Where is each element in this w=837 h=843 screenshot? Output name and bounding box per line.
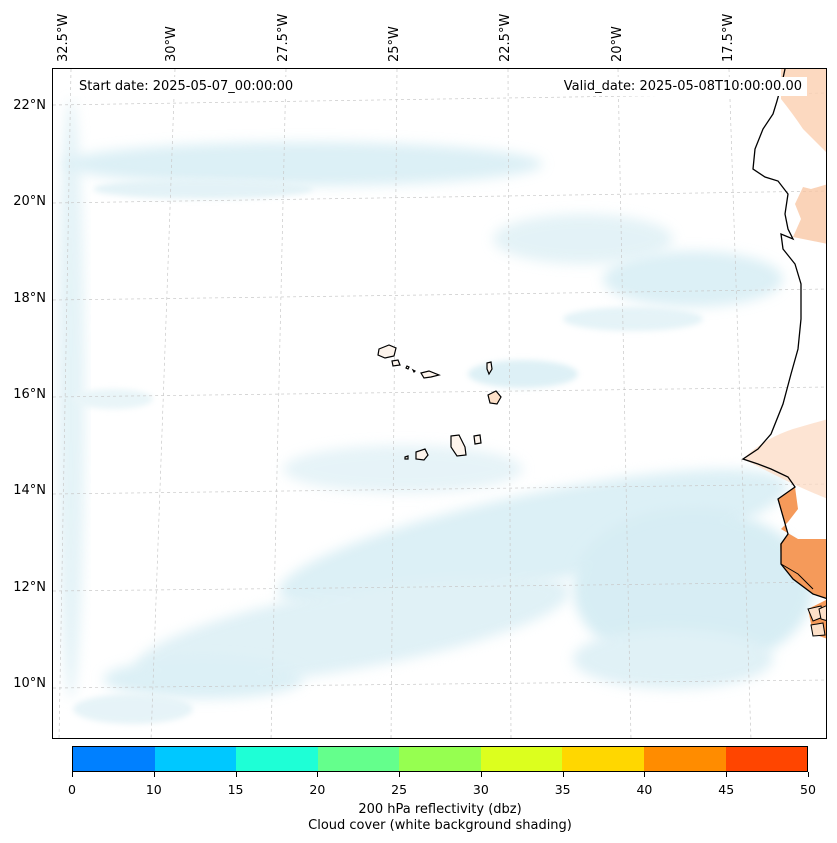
longitude-label: 32.5°W [56, 13, 71, 62]
colorbar-tick [153, 772, 155, 777]
latitude-label: 12°N [13, 580, 46, 595]
colorbar-segment [562, 747, 644, 771]
cape-verde-islands [377, 344, 502, 461]
valid-date-label: Valid_date: 2025-05-08T10:00:00.00 [559, 78, 806, 95]
colorbar-tick-label: 40 [636, 782, 653, 797]
map-canvas [53, 69, 826, 738]
colorbar-tick [562, 772, 564, 777]
colorbar-segment [399, 747, 481, 771]
colorbar-tick-label: 50 [800, 782, 816, 797]
colorbar-sublabel: Cloud cover (white background shading) [308, 818, 572, 833]
colorbar-tick-label: 25 [391, 782, 408, 797]
longitude-label: 30°W [164, 26, 179, 62]
colorbar-tick [399, 772, 401, 777]
longitude-label: 27.5°W [276, 13, 291, 62]
colorbar-tick [72, 772, 73, 777]
colorbar-tick [317, 772, 319, 777]
longitude-label: 22.5°W [498, 13, 513, 62]
colorbar-tick [726, 772, 728, 777]
colorbar-tick-label: 45 [718, 782, 735, 797]
colorbar-tick-label: 0 [68, 782, 76, 797]
colorbar-tick-label: 30 [472, 782, 489, 797]
graticule [53, 69, 826, 738]
cloud-cover-shading [57, 99, 813, 724]
longitude-label: 25°W [387, 26, 402, 62]
colorbar-tick [235, 772, 237, 777]
colorbar-tick-label: 20 [309, 782, 326, 797]
latitude-label: 20°N [13, 194, 46, 209]
latitude-label: 16°N [13, 387, 46, 402]
colorbar-segment [73, 747, 155, 771]
latitude-label: 18°N [13, 291, 46, 306]
start-date-label: Start date: 2025-05-07_00:00:00 [75, 78, 298, 95]
latitude-label: 22°N [13, 98, 46, 113]
map-panel: Start date: 2025-05-07_00:00:00 Valid_da… [52, 68, 827, 739]
colorbar-segment [317, 747, 400, 771]
colorbar-tick-label: 35 [554, 782, 571, 797]
latitude-label: 10°N [13, 676, 46, 691]
colorbar-segment [725, 747, 808, 771]
longitude-label: 20°W [610, 26, 625, 62]
colorbar-tick [480, 772, 482, 777]
colorbar-tick-label: 10 [145, 782, 162, 797]
latitude-label: 14°N [13, 483, 46, 498]
colorbar-segment [154, 747, 237, 771]
longitude-label: 17.5°W [721, 13, 736, 62]
colorbar-segment [643, 747, 726, 771]
colorbar-segment [480, 747, 563, 771]
colorbar-tick [644, 772, 646, 777]
colorbar [72, 746, 808, 772]
colorbar-label: 200 hPa reflectivity (dbz) [358, 802, 522, 817]
colorbar-segment [236, 747, 318, 771]
colorbar-tick-label: 15 [227, 782, 244, 797]
colorbar-tick [808, 772, 809, 777]
